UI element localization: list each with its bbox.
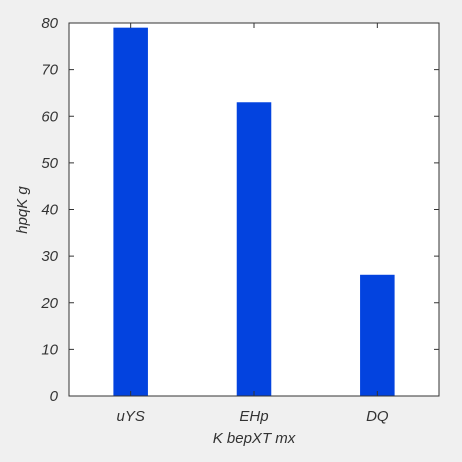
x-tick-label-DQ: DQ <box>366 408 389 425</box>
x-tick-label-uYS: uYS <box>116 408 144 425</box>
plot-frame <box>68 22 440 397</box>
bars-group <box>113 27 395 396</box>
x-axis-ticks: uYS EHp DQ <box>116 23 389 425</box>
y-tick-label-80: 80 <box>41 15 58 32</box>
bar-DQ <box>360 274 395 396</box>
y-tick-label-10: 10 <box>41 341 58 358</box>
y-axis-label: hpqK g <box>14 186 31 234</box>
x-tick-label-EHp: EHp <box>239 408 268 425</box>
y-tick-label-50: 50 <box>41 155 58 172</box>
y-tick-label-40: 40 <box>41 202 58 219</box>
y-tick-label-20: 20 <box>40 295 58 312</box>
y-tick-label-60: 60 <box>41 108 58 125</box>
bar-EHp <box>236 102 272 396</box>
bar-uYS <box>113 27 148 396</box>
x-axis-label: K bepXT mx <box>213 430 296 447</box>
y-tick-label-0: 0 <box>50 388 59 405</box>
y-tick-label-30: 30 <box>41 248 58 265</box>
y-tick-label-70: 70 <box>41 62 58 79</box>
